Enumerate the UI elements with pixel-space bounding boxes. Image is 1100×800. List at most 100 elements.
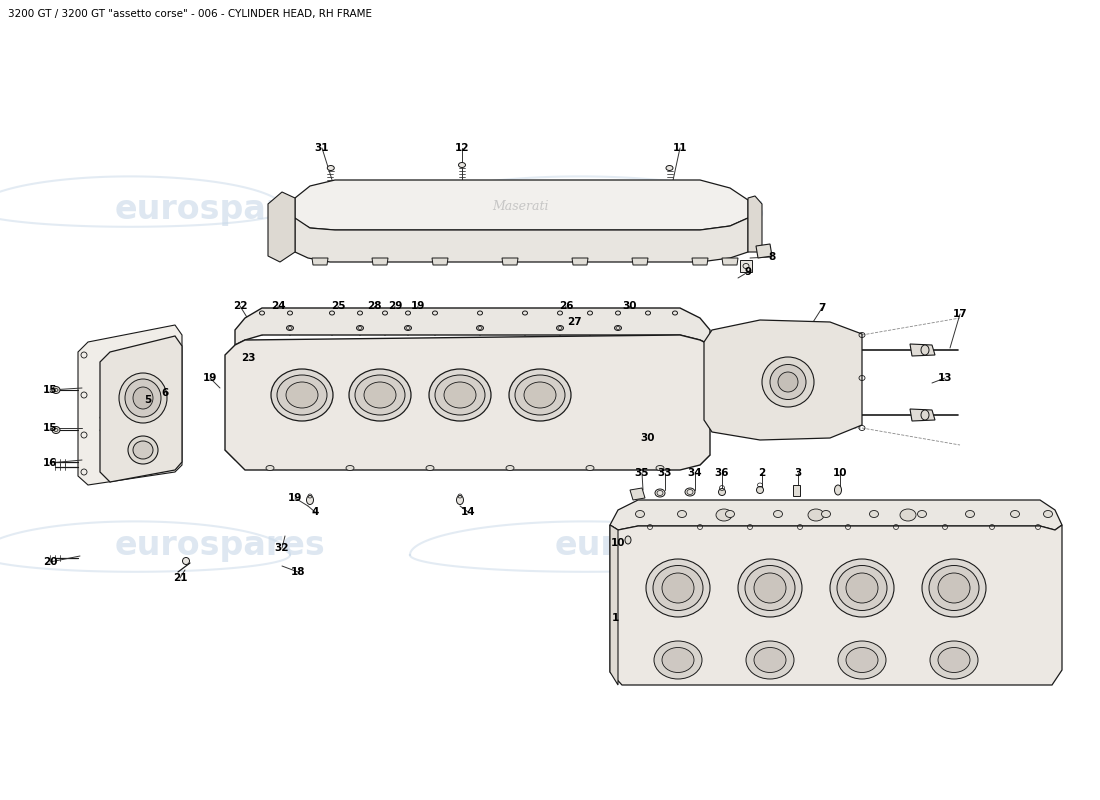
Text: 3200 GT / 3200 GT "assetto corse" - 006 - CYLINDER HEAD, RH FRAME: 3200 GT / 3200 GT "assetto corse" - 006 … [8,9,372,19]
Ellipse shape [133,441,153,459]
Ellipse shape [921,410,929,420]
Text: 24: 24 [271,301,285,311]
Ellipse shape [808,509,824,521]
Polygon shape [632,258,648,265]
Text: 15: 15 [43,423,57,433]
Polygon shape [740,260,752,272]
Text: 21: 21 [173,573,187,583]
Text: 36: 36 [715,468,729,478]
Text: 19: 19 [288,493,302,503]
Ellipse shape [524,382,556,408]
Ellipse shape [822,510,830,518]
Text: 28: 28 [366,301,382,311]
Ellipse shape [405,326,411,330]
Ellipse shape [685,488,695,496]
Ellipse shape [830,559,894,617]
Ellipse shape [356,326,363,330]
Text: 29: 29 [388,301,403,311]
Polygon shape [704,320,862,440]
Ellipse shape [119,373,167,423]
Polygon shape [502,258,518,265]
Ellipse shape [429,369,491,421]
Ellipse shape [133,387,153,409]
Ellipse shape [125,379,161,417]
Ellipse shape [726,510,735,518]
Text: 3: 3 [794,468,802,478]
Polygon shape [910,409,935,421]
Ellipse shape [773,510,782,518]
Ellipse shape [349,369,411,421]
Ellipse shape [615,326,622,330]
Text: eurospares: eurospares [114,194,326,226]
Text: 7: 7 [818,303,826,313]
Text: 25: 25 [331,301,345,311]
Ellipse shape [654,641,702,679]
Text: 27: 27 [566,317,581,327]
Ellipse shape [754,573,786,603]
Polygon shape [722,258,738,265]
Ellipse shape [1044,510,1053,518]
Text: 31: 31 [315,143,329,153]
Polygon shape [295,180,748,230]
Ellipse shape [662,573,694,603]
Ellipse shape [456,495,463,505]
Ellipse shape [678,510,686,518]
Ellipse shape [346,466,354,470]
Ellipse shape [266,466,274,470]
Text: 33: 33 [658,468,672,478]
Polygon shape [100,336,182,482]
Text: 10: 10 [833,468,847,478]
Text: eurospares: eurospares [114,529,326,562]
Text: 1: 1 [612,613,618,623]
Text: 4: 4 [311,507,319,517]
Text: Maserati: Maserati [492,199,548,213]
Text: 11: 11 [673,143,688,153]
Text: 9: 9 [745,267,751,277]
Polygon shape [610,525,618,685]
Text: 8: 8 [769,252,776,262]
Polygon shape [793,485,800,496]
Polygon shape [748,196,762,252]
Ellipse shape [271,369,333,421]
Ellipse shape [835,485,842,495]
Text: 14: 14 [461,507,475,517]
Ellipse shape [307,495,314,505]
Ellipse shape [930,566,979,610]
Ellipse shape [476,326,484,330]
Ellipse shape [778,372,798,392]
Ellipse shape [900,509,916,521]
Polygon shape [610,500,1062,530]
Text: 26: 26 [559,301,573,311]
Polygon shape [226,335,710,470]
Text: 17: 17 [953,309,967,319]
Polygon shape [372,258,388,265]
Ellipse shape [718,489,726,495]
Polygon shape [295,218,748,262]
Text: 6: 6 [162,388,168,398]
Ellipse shape [762,357,814,407]
Ellipse shape [869,510,879,518]
Polygon shape [432,258,448,265]
Text: 23: 23 [241,353,255,363]
Ellipse shape [746,641,794,679]
Polygon shape [572,258,588,265]
Text: 18: 18 [290,567,306,577]
Polygon shape [756,244,772,258]
Text: 20: 20 [43,557,57,567]
Text: 19: 19 [410,301,426,311]
Ellipse shape [364,382,396,408]
Ellipse shape [656,466,664,470]
Ellipse shape [646,559,710,617]
Text: 2: 2 [758,468,766,478]
Polygon shape [78,325,182,485]
Ellipse shape [716,509,732,521]
Text: 16: 16 [43,458,57,468]
Ellipse shape [515,375,565,415]
Ellipse shape [586,466,594,470]
Ellipse shape [666,166,673,170]
Ellipse shape [434,375,485,415]
Text: 34: 34 [688,468,702,478]
Ellipse shape [922,559,986,617]
Ellipse shape [328,166,334,170]
Ellipse shape [654,489,666,497]
